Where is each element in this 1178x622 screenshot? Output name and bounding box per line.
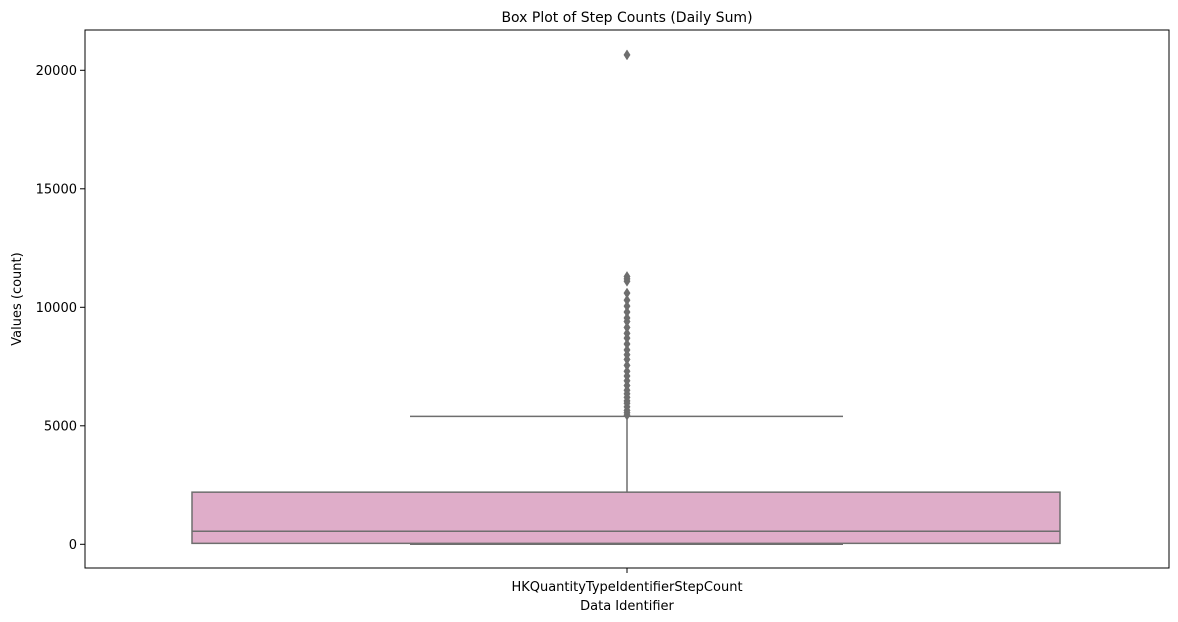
outlier-point (623, 49, 631, 61)
outlier-point (623, 327, 631, 339)
y-tick-label: 20000 (36, 64, 77, 79)
y-tick-label: 0 (69, 538, 77, 553)
iqr-box (191, 491, 1061, 545)
plot-area (191, 49, 1061, 546)
y-tick-label: 10000 (36, 301, 77, 316)
outlier-point (623, 300, 631, 312)
x-tick-label: HKQuantityTypeIdentifierStepCount (511, 580, 742, 595)
x-axis: HKQuantityTypeIdentifierStepCount (511, 568, 743, 595)
y-axis-label: Values (count) (10, 252, 25, 345)
outlier-point (623, 338, 631, 350)
outlier-point (623, 365, 631, 377)
y-tick-label: 15000 (36, 182, 77, 197)
outlier-point (623, 359, 631, 371)
y-tick-label: 5000 (44, 419, 77, 434)
outlier-point (623, 312, 631, 324)
outlier-point (623, 287, 631, 299)
outlier-point (623, 294, 631, 306)
outlier-point (623, 306, 631, 318)
outlier-point (623, 271, 631, 282)
chart-title: Box Plot of Step Counts (Daily Sum) (501, 10, 752, 26)
y-axis: 0 5000 10000 15000 20000 (36, 64, 85, 553)
outlier-point (623, 344, 631, 356)
x-axis-label: Data Identifier (580, 599, 674, 614)
outlier-point (623, 321, 631, 333)
